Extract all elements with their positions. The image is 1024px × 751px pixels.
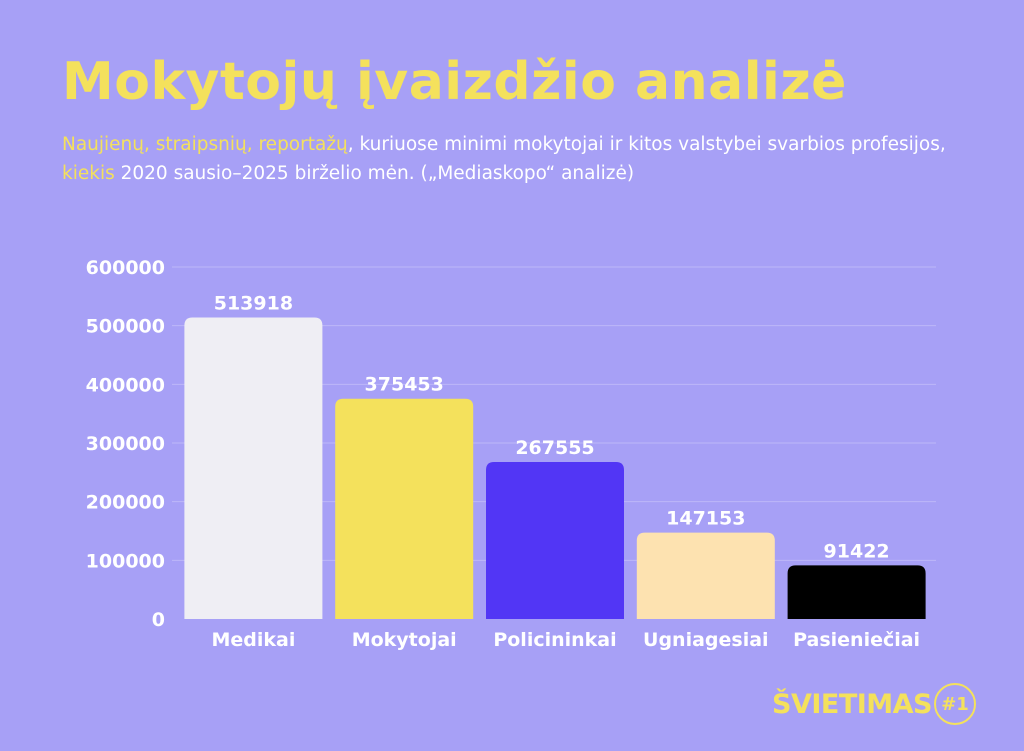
subtitle-highlight-news: Naujienų, straipsnių, reportažų: [62, 134, 348, 155]
data-label: 267555: [515, 437, 594, 459]
svietimas-logo: ŠVIETIMAS #1: [772, 683, 977, 725]
y-tick-label: 100000: [86, 550, 165, 572]
x-tick-label: Pasieniečiai: [793, 629, 920, 651]
subtitle-text-2: 2020 sausio–2025 birželio mėn. („Mediask…: [114, 163, 635, 184]
y-tick-label: 400000: [86, 374, 165, 396]
subtitle-highlight-count: kiekis: [62, 163, 115, 184]
bar-ugniagesiai: [636, 532, 775, 619]
bar-mokytojai: [335, 398, 474, 619]
data-label: 91422: [824, 540, 890, 562]
data-label: 375453: [365, 374, 444, 396]
data-label: 513918: [214, 293, 293, 315]
bar-pasieniečiai: [787, 565, 926, 619]
y-tick-label: 200000: [86, 492, 165, 514]
chart-title: Mokytojų įvaizdžio analizė: [62, 52, 847, 112]
y-tick-label: 600000: [86, 257, 165, 279]
x-tick-label: Policininkai: [493, 629, 616, 651]
bar-policininkai: [486, 462, 624, 619]
subtitle-text-1: , kuriuose minimi mokytojai ir kitos val…: [347, 134, 946, 155]
y-tick-label: 500000: [86, 316, 165, 338]
chart-subtitle: Naujienų, straipsnių, reportažų, kuriuos…: [62, 130, 962, 188]
x-tick-label: Ugniagesiai: [643, 629, 769, 651]
logo-text: ŠVIETIMAS: [772, 688, 933, 720]
logo-badge: #1: [934, 683, 977, 725]
x-tick-label: Mokytojai: [352, 629, 457, 651]
y-tick-label: 0: [152, 609, 165, 631]
data-label: 147153: [666, 508, 745, 530]
x-tick-label: Medikai: [211, 629, 295, 651]
bar-medikai: [184, 317, 323, 619]
y-tick-label: 300000: [86, 433, 165, 455]
